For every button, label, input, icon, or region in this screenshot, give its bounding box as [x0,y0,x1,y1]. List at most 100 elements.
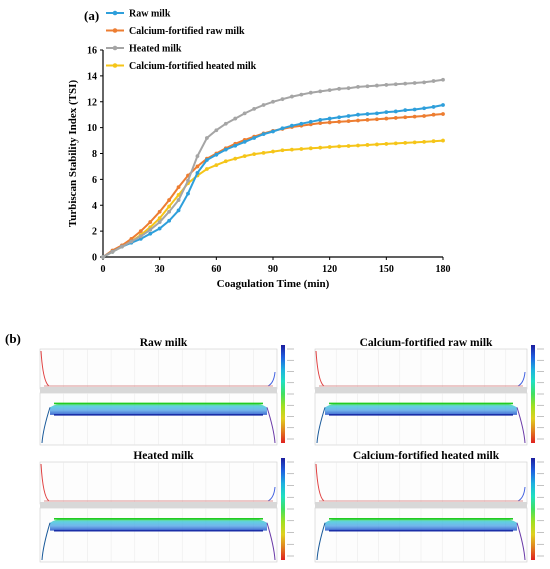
axes: 0 2 4 6 8 10 12 14 16 0 30 60 90 120 150 180 [87,46,451,276]
x-tick-label: 60 [211,264,221,275]
series-1 [101,112,445,259]
data-point [252,136,257,140]
data-point [223,159,228,164]
data-point [403,108,408,113]
data-point [356,143,360,148]
y-tick-label: 14 [87,71,97,82]
data-point [271,149,275,154]
data-point [318,117,323,122]
y-tick-label: 8 [92,149,97,160]
data-point [374,142,379,147]
data-point [337,144,342,149]
data-point [167,198,172,202]
x-tick-label: 0 [101,264,106,275]
data-point [346,119,351,124]
right-edge-dropoff [516,522,526,561]
series-3 [101,138,445,259]
data-point [289,94,294,99]
data-point [233,143,238,148]
y-tick-label: 16 [87,46,97,57]
series-layer [101,77,445,259]
data-point [318,89,323,94]
data-point [214,128,219,133]
data-point [204,167,209,171]
data-point [176,208,181,213]
series-0 [101,103,445,259]
right-edge-dropoff [266,407,276,444]
data-point [384,142,389,146]
backscattering-band [50,403,267,415]
data-point [242,111,247,116]
panel-separator [315,387,527,393]
data-point [252,106,257,111]
data-point [412,114,417,119]
data-point [176,185,181,190]
series-line [102,104,444,258]
data-point [101,255,105,259]
colorbar [531,458,535,560]
backscattering-band [325,518,517,531]
data-point [356,118,360,123]
data-point [233,116,238,121]
subplot-title: Calcium-fortified raw milk [360,337,493,349]
right-edge-dropoff [516,407,526,444]
y-tick-label: 4 [92,201,97,212]
legend-label: Calcium-fortified raw milk [129,26,245,37]
data-point [271,99,275,104]
data-point [195,171,200,175]
data-point [167,209,172,214]
data-point [318,121,323,125]
panel-separator [315,502,527,508]
data-point [280,126,285,131]
data-point [365,117,370,122]
data-point [261,132,266,136]
data-point [393,109,398,114]
data-point [412,107,417,112]
data-point [365,84,370,89]
legend-swatch-marker [112,63,118,68]
data-point [167,218,172,223]
data-point [431,139,436,144]
legend: Raw milk Calcium-fortified raw milk Heated… [106,9,257,72]
data-point [157,216,162,221]
data-point [223,121,228,126]
data-point [204,158,209,162]
data-point [337,115,342,120]
data-point [119,244,124,249]
line-chart: 0 2 4 6 8 10 12 14 16 0 30 60 90 120 150 180 Raw milk Ca… [67,9,451,291]
data-point [356,112,360,117]
data-point [422,80,427,85]
data-point [261,150,266,155]
data-point [356,84,360,89]
data-point [337,86,342,91]
data-point [431,112,436,117]
data-point [261,103,266,107]
data-point [384,116,389,121]
data-point [412,140,417,145]
data-point [157,226,162,231]
data-point [167,204,172,209]
left-edge-spike [315,350,325,387]
colorbar [281,458,285,560]
data-point [195,164,200,169]
left-edge-dropoff [41,407,51,444]
data-point [271,129,275,134]
x-tick-label: 30 [155,264,165,275]
data-point [346,114,351,118]
data-point [233,156,238,161]
data-point [422,139,427,144]
legend-swatch-marker [112,28,118,33]
data-point [393,82,398,87]
y-tick-label: 0 [92,253,97,264]
series-2 [101,77,445,259]
data-point [110,249,115,254]
data-point [176,198,181,202]
right-edge-spike [267,371,276,387]
data-point [327,116,332,121]
data-point [242,139,247,144]
data-point [412,81,417,85]
data-point [195,154,200,158]
data-point [422,106,427,111]
y-axis-label: Turbiscan Stability Index (TSI) [67,80,79,228]
panel-b-label: (b) [5,331,21,346]
